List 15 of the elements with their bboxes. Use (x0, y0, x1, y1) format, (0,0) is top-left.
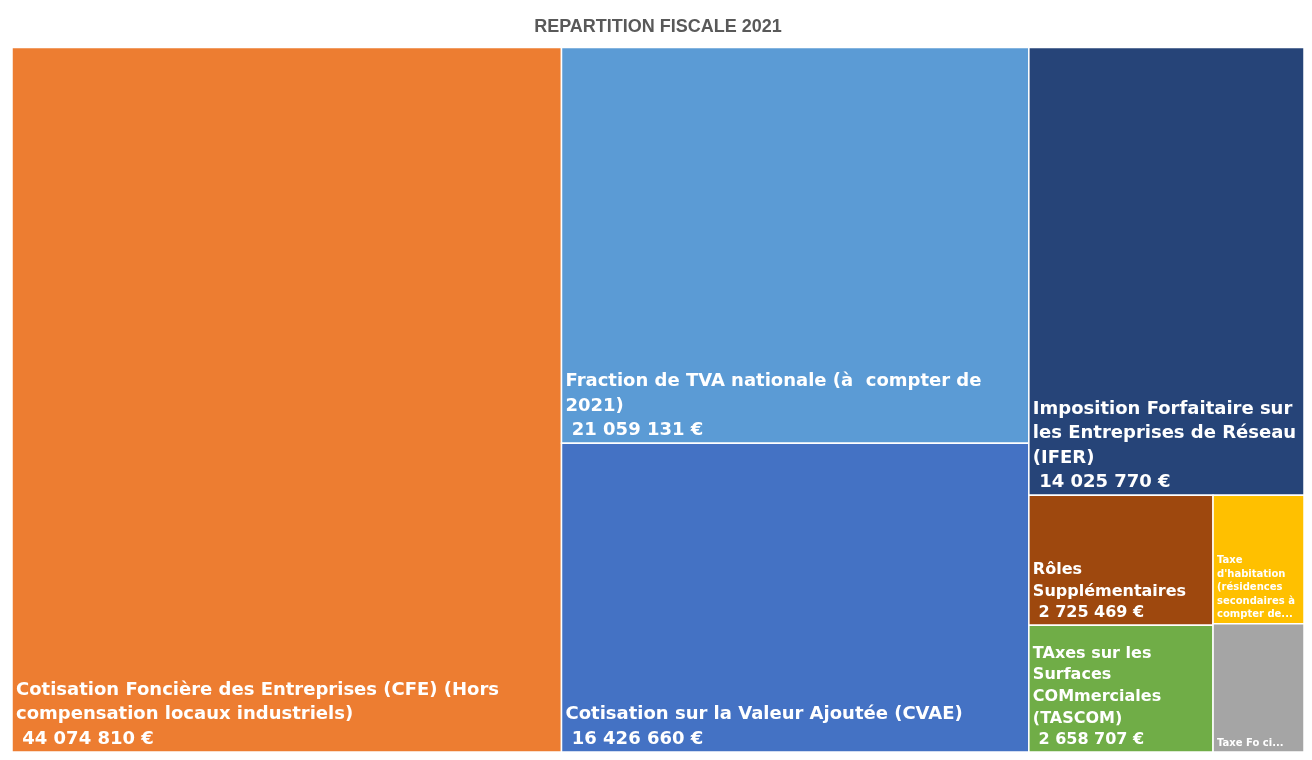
category-label: Taxe Fo ci... (1217, 736, 1284, 748)
data-label: 14 025 770 € (1032, 469, 1171, 491)
category-label: Taxe d'habitation (résidences secondaires à compter de... (1217, 554, 1295, 620)
data-label: 2 658 707 € (1032, 729, 1145, 749)
category-label: Fraction de TVA nationale (à compter de 2021) (565, 369, 982, 415)
category-label: Cotisation sur la Valeur Ajoutée (CVAE) (565, 702, 963, 724)
category-label: Rôles Supplémentaires (1032, 559, 1187, 600)
category-label: TAxes sur les Surfaces COMmerciales (TASCOM) (1032, 642, 1162, 727)
data-label: 21 059 131 € (565, 418, 704, 439)
data-label: 44 074 810 € (16, 726, 154, 748)
data-label: 2 725 469 € (1032, 602, 1145, 622)
text: REPARTITION FISCALE 2021 (534, 15, 782, 36)
category-label: Cotisation Foncière des Entreprises (CFE) (Hors compensation locaux industriels) (16, 678, 500, 724)
category-label: Imposition Forfaitaire sur les Entreprises de Réseau (IFER) (1032, 397, 1297, 467)
data-label: 16 426 660 € (565, 726, 704, 748)
